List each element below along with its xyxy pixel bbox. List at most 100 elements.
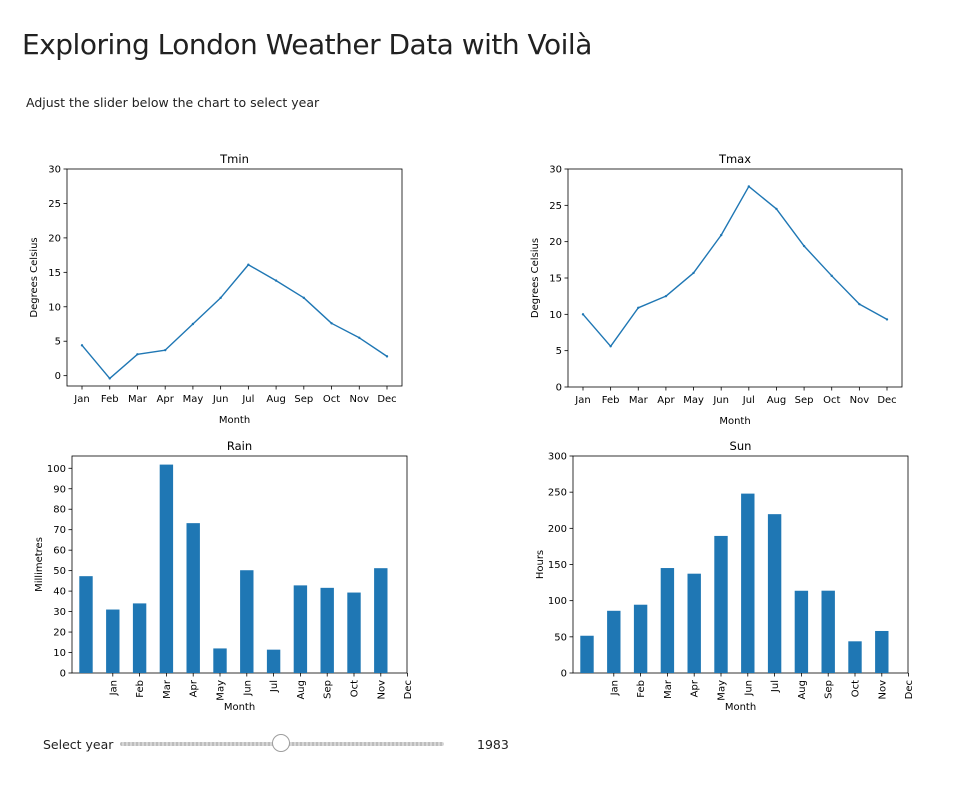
tmax-xtick-label: Feb — [602, 395, 620, 406]
sun-xtick-label: Dec — [904, 680, 915, 699]
tmin-series-line — [81, 264, 388, 380]
sun-ytick-label: 150 — [548, 560, 567, 571]
page-subtitle: Adjust the slider below the chart to sel… — [26, 95, 320, 110]
tmin-xtick-label: Feb — [101, 394, 119, 405]
sun-bar — [633, 604, 648, 673]
sun-ytick-label: 50 — [554, 632, 567, 643]
sun-xtick-label: Nov — [877, 680, 888, 700]
rain-bar — [240, 570, 254, 673]
sun-xtick-label: Jan — [609, 680, 620, 696]
sun-ytick-label: 200 — [548, 524, 567, 535]
rain-xtick-label: Oct — [350, 680, 361, 697]
sun-ylabel: Hours — [535, 550, 546, 579]
rain-ytick-label: 30 — [53, 607, 66, 618]
tmax-point — [830, 274, 833, 278]
tmax-ytick-label: 5 — [556, 346, 562, 357]
tmax-point — [609, 345, 612, 348]
tmin-point — [136, 353, 139, 356]
rain-ytick-label: 10 — [53, 648, 66, 659]
tmin-ytick-label: 25 — [48, 199, 61, 210]
tmax-point — [802, 244, 806, 248]
rain-xtick-label: Aug — [296, 680, 307, 700]
tmin-frame — [66, 168, 403, 387]
tmax-ytick-label: 0 — [556, 383, 562, 394]
tmax-xtick-label: Oct — [823, 395, 840, 406]
tmin-point — [191, 322, 195, 326]
tmax-point — [664, 294, 668, 298]
rain-bar — [132, 603, 147, 673]
sun-xtick-label: May — [717, 680, 728, 701]
tmin-xtick-label: Aug — [266, 394, 286, 405]
tmin-ytick-label: 5 — [55, 337, 61, 348]
tmin-xlabel: Month — [219, 415, 250, 426]
tmax-ytick-label: 30 — [549, 165, 562, 176]
sun-bar — [580, 635, 594, 673]
rain-ytick-label: 40 — [53, 587, 66, 598]
tmin-ylabel: Degrees Celsius — [29, 237, 40, 317]
sun-xtick-label: Oct — [851, 680, 862, 697]
sun-bar — [714, 535, 728, 673]
tmax-xtick-label: Jun — [712, 395, 729, 406]
tmin-xtick-label: Apr — [157, 394, 175, 405]
sun-ytick-label: 300 — [548, 452, 567, 463]
rain-xlabel: Month — [224, 702, 255, 713]
tmin-xtick-label: Nov — [350, 394, 370, 405]
sun-chart: Sun 0 50 100 150 200 250 300 Hours Month Jan Feb Mar… — [535, 439, 915, 713]
year-slider-label: Select year — [43, 737, 114, 752]
rain-xtick-label: Feb — [135, 680, 146, 698]
tmax-ytick-label: 20 — [549, 237, 562, 248]
tmax-point — [885, 318, 889, 321]
tmax-ylabel: Degrees Celsius — [530, 238, 541, 318]
tmin-point — [163, 348, 167, 352]
rain-frame — [71, 455, 408, 674]
tmax-series-line — [582, 185, 888, 348]
rain-bar — [159, 464, 174, 673]
tmax-xtick-label: Jan — [574, 395, 590, 406]
rain-ytick-label: 100 — [47, 464, 66, 475]
tmax-xtick-label: Sep — [795, 395, 814, 406]
tmin-ytick-label: 20 — [48, 233, 61, 244]
rain-chart: Rain 0 10 20 30 40 50 60 70 80 90 100 Millimetres Mon… — [34, 439, 414, 713]
page-title: Exploring London Weather Data with Voilà — [22, 28, 592, 61]
tmin-ytick-label: 15 — [48, 268, 61, 279]
rain-ylabel: Millimetres — [34, 537, 45, 592]
rain-bar — [186, 523, 200, 673]
tmin-ytick-label: 0 — [55, 371, 61, 382]
sun-bar — [794, 590, 809, 673]
rain-bar — [106, 609, 120, 673]
tmin-point — [302, 296, 306, 300]
sun-ytick-label: 0 — [561, 669, 567, 680]
tmax-point — [775, 207, 778, 211]
year-slider-handle[interactable] — [272, 734, 291, 752]
tmin-point — [274, 279, 278, 282]
tmax-chart: Tmax 0 5 10 15 20 25 30 Degrees Celsius Month Jan F… — [530, 152, 903, 427]
sun-bar — [607, 610, 621, 673]
sun-ytick-label: 100 — [548, 596, 567, 607]
sun-bar — [821, 590, 835, 673]
year-slider-value: 1983 — [477, 737, 509, 752]
rain-xtick-label: Mar — [162, 679, 173, 699]
sun-bar — [741, 493, 755, 673]
tmin-point — [330, 322, 333, 325]
rain-bar — [79, 576, 93, 673]
tmin-xtick-label: Jul — [241, 394, 254, 405]
rain-bar — [374, 568, 388, 673]
rain-ytick-label: 0 — [60, 669, 66, 680]
weather-charts: Tmin 0 5 10 15 20 25 30 Degrees Celsius Month Jan F… — [29, 152, 915, 713]
sun-xtick-label: Jul — [770, 680, 781, 693]
tmin-point — [80, 344, 84, 347]
tmax-xtick-label: Aug — [767, 395, 787, 406]
sun-bar — [767, 514, 782, 673]
tmin-point — [247, 263, 250, 266]
rain-xtick-label: Jan — [108, 680, 119, 696]
tmax-xtick-label: Apr — [657, 395, 675, 406]
sun-bar — [660, 568, 675, 673]
tmax-xtick-label: May — [683, 395, 704, 406]
tmin-ytick-label: 30 — [48, 165, 61, 176]
rain-ytick-label: 50 — [53, 566, 66, 577]
sun-bar — [848, 641, 862, 673]
rain-xtick-label: Apr — [189, 679, 200, 697]
rain-bar — [347, 592, 361, 673]
year-slider-row: Select year 1983 — [0, 726, 973, 762]
